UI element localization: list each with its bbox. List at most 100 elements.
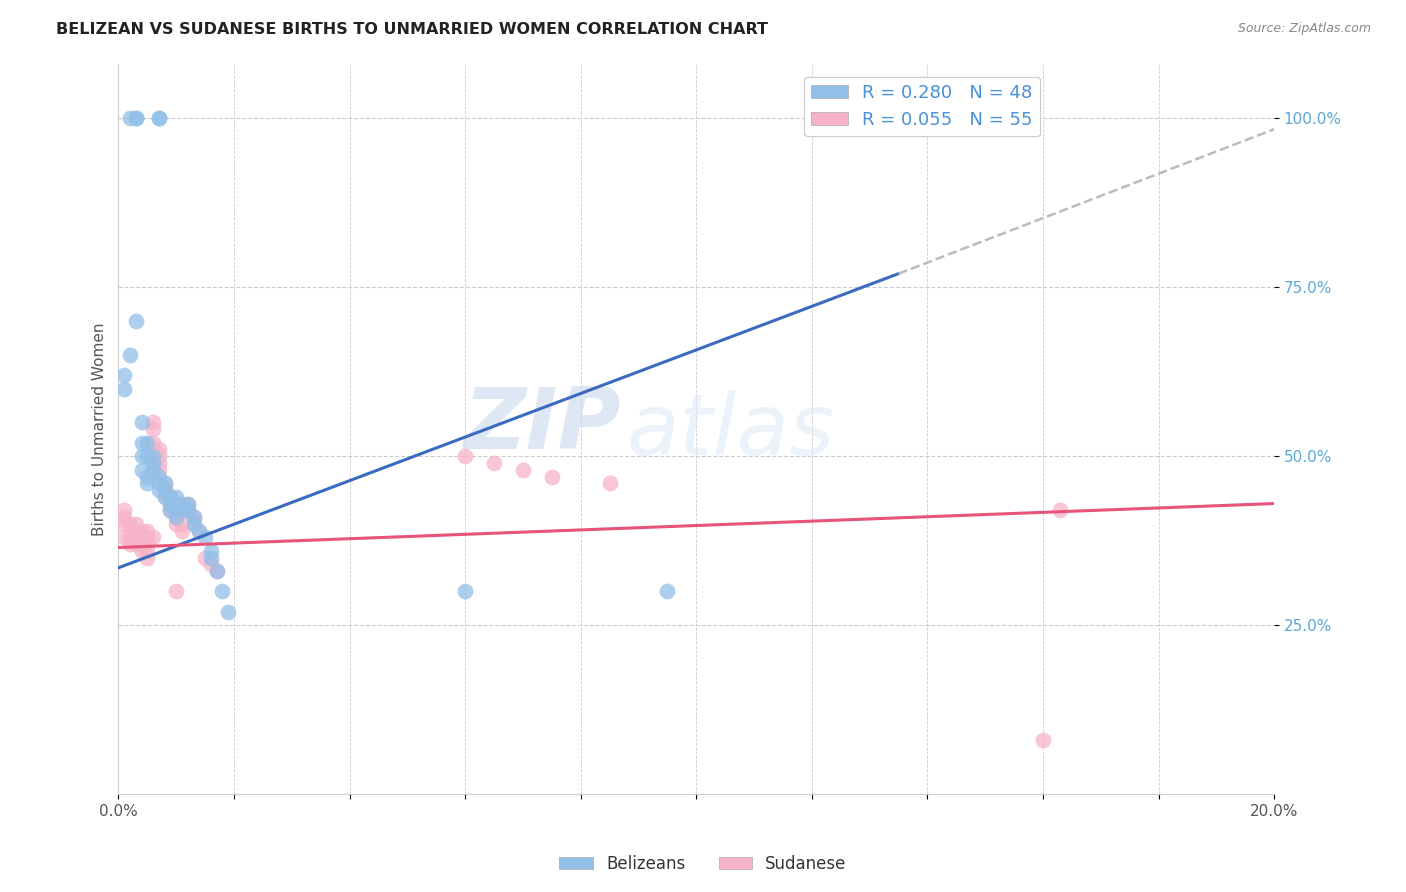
- Point: [148, 463, 170, 477]
- Point: [454, 584, 477, 599]
- Text: Source: ZipAtlas.com: Source: ZipAtlas.com: [1237, 22, 1371, 36]
- Point: [118, 530, 141, 544]
- Point: [112, 510, 135, 524]
- Point: [112, 368, 135, 383]
- Point: [118, 537, 141, 551]
- Point: [170, 516, 193, 531]
- Text: BELIZEAN VS SUDANESE BIRTHS TO UNMARRIED WOMEN CORRELATION CHART: BELIZEAN VS SUDANESE BIRTHS TO UNMARRIED…: [56, 22, 768, 37]
- Point: [148, 476, 170, 491]
- Point: [148, 442, 170, 457]
- Point: [125, 537, 148, 551]
- Point: [136, 476, 159, 491]
- Point: [131, 463, 153, 477]
- Point: [205, 564, 228, 578]
- Point: [657, 584, 679, 599]
- Point: [217, 605, 239, 619]
- Point: [183, 516, 205, 531]
- Point: [142, 530, 165, 544]
- Point: [159, 497, 181, 511]
- Point: [211, 584, 233, 599]
- Point: [136, 550, 159, 565]
- Point: [183, 510, 205, 524]
- Point: [188, 524, 211, 538]
- Point: [159, 490, 181, 504]
- Point: [136, 530, 159, 544]
- Point: [131, 435, 153, 450]
- Point: [112, 382, 135, 396]
- Point: [599, 476, 621, 491]
- Point: [148, 469, 170, 483]
- Point: [188, 524, 211, 538]
- Text: atlas: atlas: [627, 390, 835, 473]
- Text: ZIP: ZIP: [464, 384, 621, 467]
- Point: [153, 476, 176, 491]
- Point: [177, 503, 200, 517]
- Point: [194, 530, 217, 544]
- Point: [153, 490, 176, 504]
- Point: [153, 483, 176, 497]
- Point: [159, 503, 181, 517]
- Point: [170, 497, 193, 511]
- Point: [112, 503, 135, 517]
- Point: [177, 497, 200, 511]
- Point: [142, 416, 165, 430]
- Point: [540, 469, 562, 483]
- Point: [142, 449, 165, 463]
- Point: [142, 435, 165, 450]
- Point: [512, 463, 534, 477]
- Point: [170, 524, 193, 538]
- Point: [125, 516, 148, 531]
- Point: [125, 111, 148, 125]
- Point: [165, 584, 187, 599]
- Point: [131, 449, 153, 463]
- Point: [131, 524, 153, 538]
- Point: [177, 497, 200, 511]
- Point: [153, 483, 176, 497]
- Point: [165, 503, 187, 517]
- Y-axis label: Births to Unmarried Women: Births to Unmarried Women: [93, 322, 107, 536]
- Point: [165, 510, 187, 524]
- Point: [482, 456, 505, 470]
- Point: [112, 516, 135, 531]
- Point: [131, 544, 153, 558]
- Point: [205, 564, 228, 578]
- Point: [142, 422, 165, 436]
- Point: [118, 348, 141, 362]
- Point: [125, 111, 148, 125]
- Point: [136, 544, 159, 558]
- Point: [153, 476, 176, 491]
- Point: [142, 463, 165, 477]
- Point: [148, 483, 170, 497]
- Point: [112, 530, 135, 544]
- Point: [159, 497, 181, 511]
- Point: [170, 503, 193, 517]
- Point: [125, 530, 148, 544]
- Point: [165, 490, 187, 504]
- Legend: R = 0.280   N = 48, R = 0.055   N = 55: R = 0.280 N = 48, R = 0.055 N = 55: [804, 77, 1039, 136]
- Point: [136, 449, 159, 463]
- Point: [194, 550, 217, 565]
- Point: [183, 516, 205, 531]
- Point: [1032, 733, 1054, 747]
- Point: [165, 503, 187, 517]
- Point: [200, 544, 222, 558]
- Point: [148, 449, 170, 463]
- Point: [118, 516, 141, 531]
- Point: [136, 524, 159, 538]
- Point: [131, 416, 153, 430]
- Point: [131, 537, 153, 551]
- Point: [183, 510, 205, 524]
- Legend: Belizeans, Sudanese: Belizeans, Sudanese: [553, 848, 853, 880]
- Point: [136, 469, 159, 483]
- Point: [148, 111, 170, 125]
- Point: [125, 524, 148, 538]
- Point: [165, 497, 187, 511]
- Point: [148, 456, 170, 470]
- Point: [159, 503, 181, 517]
- Point: [165, 510, 187, 524]
- Point: [131, 530, 153, 544]
- Point: [118, 111, 141, 125]
- Point: [136, 435, 159, 450]
- Point: [1049, 503, 1071, 517]
- Point: [200, 550, 222, 565]
